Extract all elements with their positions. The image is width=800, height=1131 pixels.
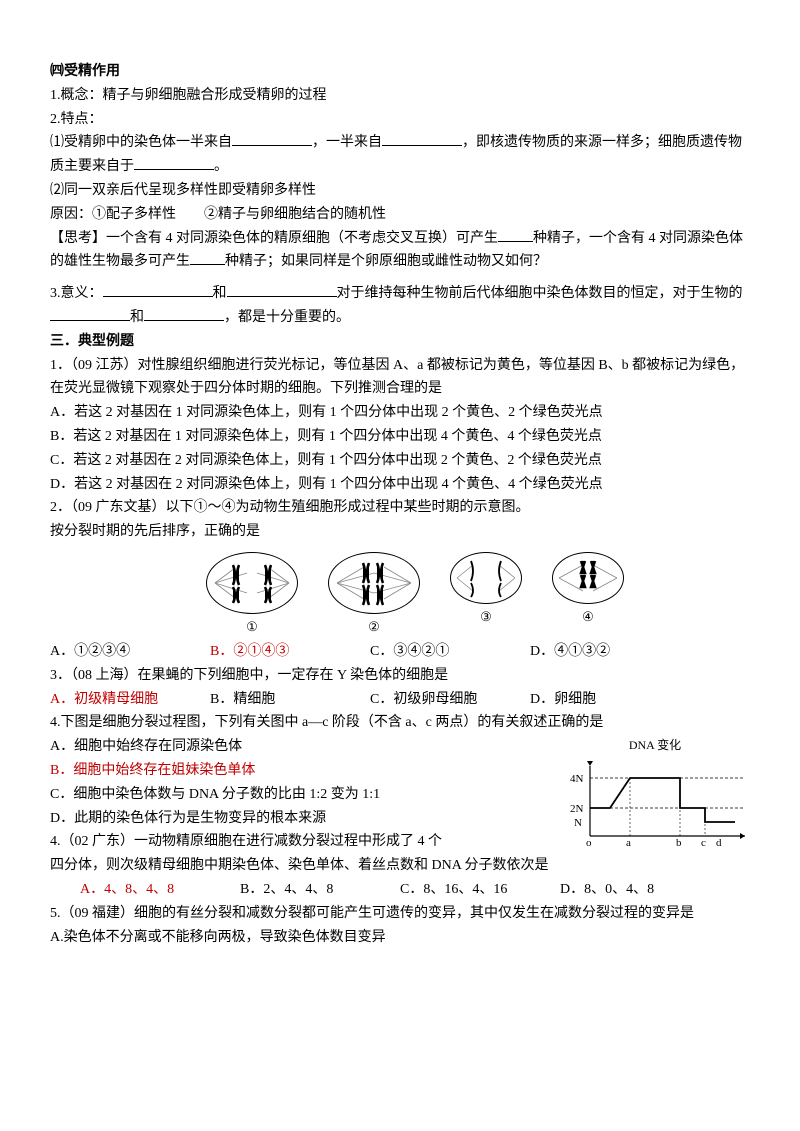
q2-B: B．②①④③ bbox=[210, 640, 370, 664]
q3-opts: A．初级精母细胞 B．精细胞 C．初级卵母细胞 D．卵细胞 bbox=[50, 688, 750, 712]
q1-A: A．若这 2 对基因在 1 对同源染色体上，则有 1 个四分体中出现 2 个黄色… bbox=[50, 401, 750, 425]
q2-D: D．④①③② bbox=[530, 640, 690, 664]
blank bbox=[227, 282, 337, 297]
cell-svg-2 bbox=[329, 553, 419, 613]
s4-heading: ㈣受精作用 bbox=[50, 60, 750, 84]
q4-stem: 4.下图是细胞分裂过程图，下列有关图中 a—c 阶段（不含 a、c 两点）的有关… bbox=[50, 711, 750, 735]
q4b-opts: A．4、8、4、8 B．2、4、4、8 C．8、16、4、16 D．8、0、4、… bbox=[50, 878, 750, 902]
q2-A: A．①②③④ bbox=[50, 640, 210, 664]
sig-d: 和 bbox=[130, 310, 144, 325]
cell-svg-4 bbox=[553, 553, 623, 603]
cell-label-3: ③ bbox=[450, 606, 522, 628]
q3-B: B．精细胞 bbox=[210, 688, 370, 712]
q2-C: C．③④②① bbox=[370, 640, 530, 664]
q2-opts: A．①②③④ B．②①④③ C．③④②① D．④①③② bbox=[50, 640, 750, 664]
s3-heading: 三．典型例题 bbox=[50, 330, 750, 354]
q3-D: D．卵细胞 bbox=[530, 688, 690, 712]
q2-stem2: 按分裂时期的先后排序，正确的是 bbox=[50, 520, 750, 544]
q4b-B: B．2、4、4、8 bbox=[240, 878, 400, 902]
svg-text:b: b bbox=[676, 837, 682, 846]
blank bbox=[232, 131, 312, 146]
blank bbox=[190, 250, 225, 265]
svg-text:4N: 4N bbox=[570, 773, 584, 785]
cell-label-2: ② bbox=[328, 616, 420, 638]
s4-l2: 2.特点： bbox=[50, 108, 750, 132]
s4-l4: ⑵同一双亲后代呈现多样性即受精卵多样性 bbox=[50, 179, 750, 203]
sig-a: 3.意义： bbox=[50, 286, 103, 301]
q4b-stem2: 四分体，则次级精母细胞中期染色体、染色单体、着丝点数和 DNA 分子数依次是 bbox=[50, 854, 750, 878]
spacer bbox=[50, 274, 750, 282]
blank bbox=[498, 227, 533, 242]
s4-l3b: ，一半来自 bbox=[312, 135, 382, 150]
q3-stem: 3．（08 上海）在果蝇的下列细胞中，一定存在 Y 染色体的细胞是 bbox=[50, 664, 750, 688]
dna-chart: DNA 变化 4N 2N N o a b c d bbox=[560, 735, 750, 845]
think-c: 种精子；如果同样是个卵原细胞或雌性动物又如何？ bbox=[225, 254, 547, 269]
sig-c: 对于维持每种生物前后代体细胞中染色体数目的恒定，对于生物的 bbox=[337, 286, 743, 301]
svg-text:d: d bbox=[716, 837, 722, 846]
q4b-C: C．8、16、4、16 bbox=[400, 878, 560, 902]
svg-text:a: a bbox=[626, 837, 631, 846]
cell-4: ④ bbox=[552, 552, 624, 638]
blank bbox=[382, 131, 462, 146]
svg-text:N: N bbox=[574, 817, 582, 829]
cell-label-4: ④ bbox=[552, 606, 624, 628]
q1-stem: 1．（09 江苏）对性腺组织细胞进行荧光标记，等位基因 A、a 都被标记为黄色，… bbox=[50, 354, 750, 402]
cell-svg-3 bbox=[451, 553, 521, 603]
q1-D: D．若这 2 对基因在 2 对同源染色体上，则有 1 个四分体中出现 4 个黄色… bbox=[50, 473, 750, 497]
cell-1: ① bbox=[206, 552, 298, 638]
s4-l5: 原因：①配子多样性 ②精子与卵细胞结合的随机性 bbox=[50, 203, 750, 227]
q5-stem: 5.（09 福建）细胞的有丝分裂和减数分裂都可能产生可遗传的变异，其中仅发生在减… bbox=[50, 902, 750, 926]
svg-text:2N: 2N bbox=[570, 803, 584, 815]
s4-think: 【思考】一个含有 4 对同源染色体的精原细胞（不考虑交叉互换）可产生种精子，一个… bbox=[50, 227, 750, 275]
q4b-A: A．4、8、4、8 bbox=[80, 878, 240, 902]
blank bbox=[50, 306, 130, 321]
blank bbox=[144, 306, 224, 321]
cell-label-1: ① bbox=[206, 616, 298, 638]
cell-2: ② bbox=[328, 552, 420, 638]
s4-l3a: ⑴受精卵中的染色体一半来自 bbox=[50, 135, 232, 150]
dna-chart-svg: 4N 2N N o a b c d bbox=[560, 756, 750, 846]
blank bbox=[103, 282, 213, 297]
svg-text:c: c bbox=[701, 837, 706, 846]
cell-3: ③ bbox=[450, 552, 522, 638]
svg-text:o: o bbox=[586, 837, 592, 846]
chart-title: DNA 变化 bbox=[560, 735, 750, 755]
blank bbox=[134, 155, 214, 170]
q2-diagrams: ① ② bbox=[80, 552, 750, 638]
sig-e: ，都是十分重要的。 bbox=[224, 310, 350, 325]
q3-A: A．初级精母细胞 bbox=[50, 688, 210, 712]
q5-A: A.染色体不分离或不能移向两极，导致染色体数目变异 bbox=[50, 926, 750, 950]
q2-stem1: 2．（09 广东文基）以下①～④为动物生殖细胞形成过程中某些时期的示意图。 bbox=[50, 496, 750, 520]
think-label: 【思考】 bbox=[50, 231, 106, 246]
sig-b: 和 bbox=[213, 286, 227, 301]
think-a: 一个含有 4 对同源染色体的精原细胞（不考虑交叉互换）可产生 bbox=[106, 231, 498, 246]
q1-C: C．若这 2 对基因在 2 对同源染色体上，则有 1 个四分体中出现 2 个黄色… bbox=[50, 449, 750, 473]
q4b-D: D．8、0、4、8 bbox=[560, 878, 720, 902]
q3-C: C．初级卵母细胞 bbox=[370, 688, 530, 712]
s4-l1: 1.概念：精子与卵细胞融合形成受精卵的过程 bbox=[50, 84, 750, 108]
s4-l3d: 。 bbox=[214, 159, 228, 174]
q1-B: B．若这 2 对基因在 1 对同源染色体上，则有 1 个四分体中出现 4 个黄色… bbox=[50, 425, 750, 449]
s4-sig: 3.意义：和对于维持每种生物前后代体细胞中染色体数目的恒定，对于生物的和，都是十… bbox=[50, 282, 750, 330]
s4-l3: ⑴受精卵中的染色体一半来自，一半来自，即核遗传物质的来源一样多；细胞质遗传物质主… bbox=[50, 131, 750, 179]
cell-svg-1 bbox=[207, 553, 297, 613]
